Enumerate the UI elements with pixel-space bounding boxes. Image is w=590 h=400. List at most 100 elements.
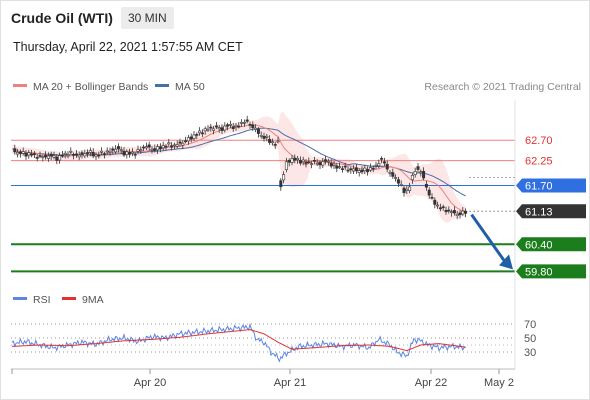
level-badge-pivot: [516, 178, 586, 193]
candle-body: [352, 168, 356, 172]
candle-body: [427, 189, 431, 196]
candle-body: [94, 154, 98, 157]
instrument-title: Crude Oil (WTI): [11, 10, 113, 26]
candle-body: [265, 135, 269, 138]
candle-body: [18, 151, 22, 154]
ma20-legend-swatch: [13, 84, 27, 87]
candle-body: [186, 137, 190, 142]
candle-body: [88, 150, 92, 153]
timeframe-badge[interactable]: 30 MIN: [121, 7, 174, 29]
candle-body: [296, 158, 300, 161]
candle-body: [410, 175, 414, 181]
candle-body: [69, 150, 73, 153]
candle-body: [100, 150, 104, 153]
candle-body: [49, 153, 53, 157]
candle-body: [307, 161, 311, 163]
candle-body: [231, 126, 235, 129]
candle-body: [214, 125, 218, 128]
candle-body: [368, 167, 372, 171]
candle-body: [189, 136, 193, 140]
candle-body: [464, 210, 468, 214]
candle-body: [114, 148, 118, 153]
candle-body: [324, 159, 328, 162]
candle-body: [133, 153, 137, 156]
candle-body: [430, 196, 434, 199]
candle-body: [86, 152, 90, 154]
projection-arrow-shaft: [470, 213, 506, 262]
candle-body: [408, 186, 412, 191]
candle-body: [72, 154, 76, 156]
bollinger-band: [12, 111, 466, 223]
level-badge-support: [516, 264, 586, 279]
candle-body: [276, 140, 280, 143]
candle-body: [198, 130, 202, 134]
candle-body: [315, 162, 319, 165]
candle-body: [318, 162, 322, 166]
x-tick-label: Apr 21: [274, 377, 306, 389]
ma20-legend-label: MA 20 + Bollinger Bands: [33, 81, 148, 93]
candle-body: [346, 169, 350, 172]
candle-body: [424, 183, 428, 188]
candle-body: [209, 126, 213, 129]
candle-body: [422, 170, 426, 179]
ma50-legend-label: MA 50: [175, 81, 205, 93]
candle-body: [83, 153, 87, 157]
candle-body: [284, 161, 288, 170]
candle-body: [419, 171, 423, 173]
candle-body: [298, 160, 302, 164]
candle-body: [360, 169, 364, 173]
candle-body: [380, 158, 384, 160]
candle-body: [203, 128, 207, 132]
candle-body: [371, 167, 375, 170]
candle-body: [256, 128, 260, 134]
rsi-ma-legend-swatch: [62, 297, 76, 300]
datetime-label: Thursday, April 22, 2021 1:57:55 AM CET: [13, 40, 243, 54]
candle-body: [156, 146, 160, 151]
candle-body: [147, 144, 151, 148]
candle-body: [388, 171, 392, 174]
candle-body: [248, 124, 252, 126]
candle-body: [130, 151, 134, 154]
candle-body: [363, 167, 367, 171]
candle-body: [270, 141, 274, 144]
candle-body: [223, 125, 227, 131]
candle-body: [153, 148, 157, 151]
candle-body: [343, 165, 347, 168]
candle-body: [402, 187, 406, 193]
candle-body: [301, 159, 305, 162]
candle-body: [455, 213, 459, 216]
candle-body: [405, 188, 409, 191]
candle-body: [396, 179, 400, 184]
rsi-ma-legend-label: 9MA: [82, 294, 104, 306]
x-tick-label: Apr 22: [415, 377, 447, 389]
candle-body: [458, 212, 462, 216]
candle-body: [217, 127, 221, 130]
candle-body: [181, 142, 185, 146]
candle-body: [273, 144, 277, 146]
candle-body: [55, 156, 59, 161]
candle-body: [254, 127, 258, 130]
ma50-legend-swatch: [155, 84, 169, 87]
candle-body: [444, 210, 448, 213]
candle-body: [91, 151, 95, 157]
candle-body: [293, 157, 297, 161]
candle-body: [35, 157, 39, 159]
candle-body: [175, 144, 179, 147]
candle-body: [80, 152, 84, 155]
candle-body: [139, 149, 143, 152]
candle-body: [158, 146, 162, 150]
candle-body: [242, 122, 246, 124]
candle-body: [74, 153, 78, 156]
candle-body: [438, 207, 442, 210]
candle-body: [321, 161, 325, 166]
candle-body: [105, 150, 109, 153]
rsi-legend-swatch: [13, 297, 27, 300]
candle-body: [142, 146, 146, 149]
candle-body: [164, 145, 168, 148]
candle-body: [441, 206, 445, 209]
candle-body: [116, 146, 120, 150]
rsi-tick-label: 50: [524, 333, 536, 345]
candle-body: [433, 199, 437, 205]
candle-body: [108, 150, 112, 153]
candle-body: [24, 152, 28, 157]
